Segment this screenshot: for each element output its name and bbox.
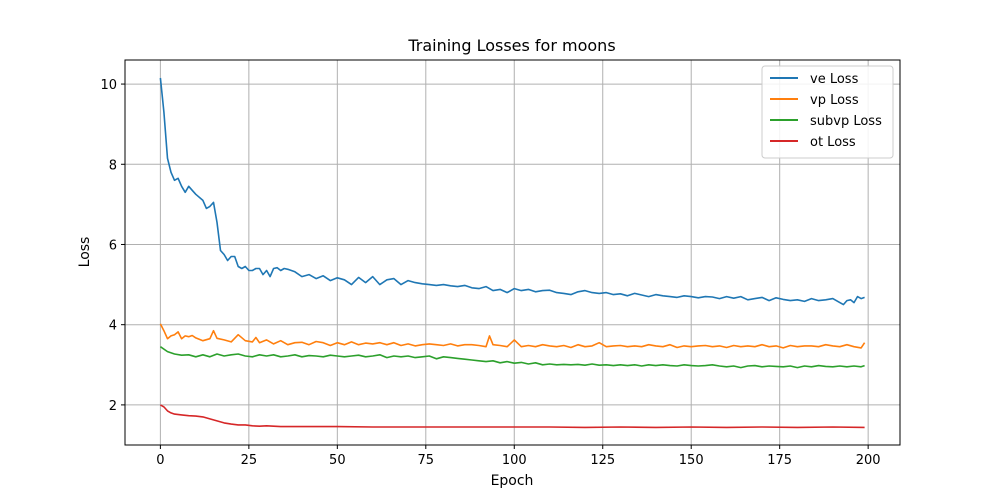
- x-tick-label: 175: [767, 453, 792, 468]
- series-line-ve-loss: [159, 77, 865, 306]
- x-tick-label: 50: [329, 453, 346, 468]
- y-axis: 2 4 6 8 10: [100, 78, 125, 414]
- x-tick-label: 150: [679, 453, 704, 468]
- x-tick-label: 100: [502, 453, 527, 468]
- x-tick-label: 25: [241, 453, 258, 468]
- legend-label-ve-loss: ve Loss: [810, 72, 859, 87]
- plot-area-frame: [124, 59, 901, 446]
- y-tick-label: 10: [100, 78, 117, 93]
- legend: ve Loss vp Loss subvp Loss ot Loss: [761, 65, 894, 159]
- x-tick-label: 75: [418, 453, 435, 468]
- chart-title: Training Losses for moons: [407, 36, 615, 55]
- series-line-vp-loss: [159, 323, 866, 349]
- legend-label-vp-loss: vp Loss: [810, 93, 859, 108]
- series-line-subvp-loss: [159, 346, 865, 369]
- x-axis-label: Epoch: [491, 473, 534, 489]
- y-tick-label: 8: [109, 158, 117, 173]
- x-tick-label: 0: [156, 453, 164, 468]
- y-tick-label: 2: [109, 399, 117, 414]
- x-tick-label: 200: [856, 453, 881, 468]
- series-line-ot-loss: [160, 404, 865, 429]
- y-tick-label: 4: [109, 319, 117, 334]
- legend-box: [761, 65, 894, 159]
- y-tick-label: 6: [109, 238, 117, 253]
- x-axis: 0 25 50 75 100 125 150 175 200: [156, 445, 881, 468]
- x-tick-label: 125: [590, 453, 615, 468]
- y-axis-label: Loss: [77, 237, 93, 268]
- legend-label-ot-loss: ot Loss: [810, 135, 856, 150]
- legend-label-subvp-loss: subvp Loss: [810, 114, 882, 129]
- series-layer: [159, 77, 866, 429]
